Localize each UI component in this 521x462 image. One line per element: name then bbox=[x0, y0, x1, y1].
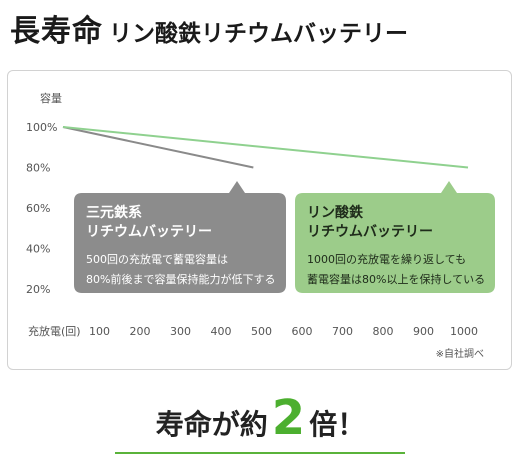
x-tick-label: 200 bbox=[130, 325, 151, 338]
slogan-area: 寿命が約2 倍！ bbox=[0, 390, 521, 462]
x-tick-label: 800 bbox=[373, 325, 394, 338]
slogan-underline bbox=[115, 452, 405, 454]
capacity-chart: 100% 80% 60% 40% 20% 100 200 300 400 500 600 700 80… bbox=[26, 91, 495, 360]
y-tick-label: 100% bbox=[26, 121, 57, 134]
y-tick-label: 60% bbox=[26, 202, 50, 215]
callout-ternary-bg bbox=[74, 181, 286, 293]
y-tick-label: 80% bbox=[26, 162, 50, 175]
callout-lfp-title: リン酸鉄 bbox=[307, 204, 364, 221]
x-tick-label: 1000 bbox=[450, 325, 478, 338]
callout-ternary-title: 三元鉄系 bbox=[86, 204, 142, 221]
y-tick-label: 40% bbox=[26, 243, 50, 256]
title-main: 長寿命 bbox=[10, 14, 103, 49]
callout-lfp-title: リチウムバッテリー bbox=[307, 224, 433, 240]
callout-ternary-body: 80%前後まで容量保持能力が低下する bbox=[86, 272, 275, 286]
slogan: 寿命が約2 倍！ bbox=[0, 390, 521, 446]
title-sub: リン酸鉄リチウムバッテリー bbox=[109, 21, 408, 47]
slogan-text-1: 寿命が約 bbox=[155, 408, 268, 441]
slogan-text-2: 倍！ bbox=[309, 408, 366, 441]
x-tick-label: 600 bbox=[292, 325, 313, 338]
x-tick-label: 100 bbox=[89, 325, 110, 338]
chart-card: 100% 80% 60% 40% 20% 100 200 300 400 500 600 700 80… bbox=[7, 70, 512, 370]
callout-ternary-title: リチウムバッテリー bbox=[86, 224, 212, 240]
series-line-lfp bbox=[62, 126, 469, 169]
y-axis-label: 容量 bbox=[40, 91, 62, 105]
x-tick-label: 700 bbox=[332, 325, 353, 338]
page-title: 長寿命 リン酸鉄リチウムバッテリー bbox=[10, 6, 515, 54]
slogan-number: 2 bbox=[271, 390, 306, 446]
callout-lfp: リン酸鉄リチウムバッテリー 1000回の充放電を繰り返しても蓄電容量は80%以上を… bbox=[295, 181, 495, 293]
callout-lfp-bg bbox=[295, 181, 495, 293]
x-tick-label: 300 bbox=[170, 325, 191, 338]
x-tick-label: 400 bbox=[211, 325, 232, 338]
series-line-ternary bbox=[62, 126, 254, 169]
callout-lfp-body: 1000回の充放電を繰り返しても bbox=[307, 252, 466, 266]
source-note: ※自社調べ bbox=[436, 347, 484, 360]
y-tick-label: 20% bbox=[26, 283, 50, 296]
x-tick-label: 900 bbox=[413, 325, 434, 338]
callout-ternary-body: 500回の充放電で蓄電容量は bbox=[86, 252, 228, 266]
callout-lfp-body: 蓄電容量は80%以上を保持している bbox=[307, 272, 485, 286]
x-axis-label: 充放電(回) bbox=[28, 324, 81, 338]
x-tick-label: 500 bbox=[251, 325, 272, 338]
